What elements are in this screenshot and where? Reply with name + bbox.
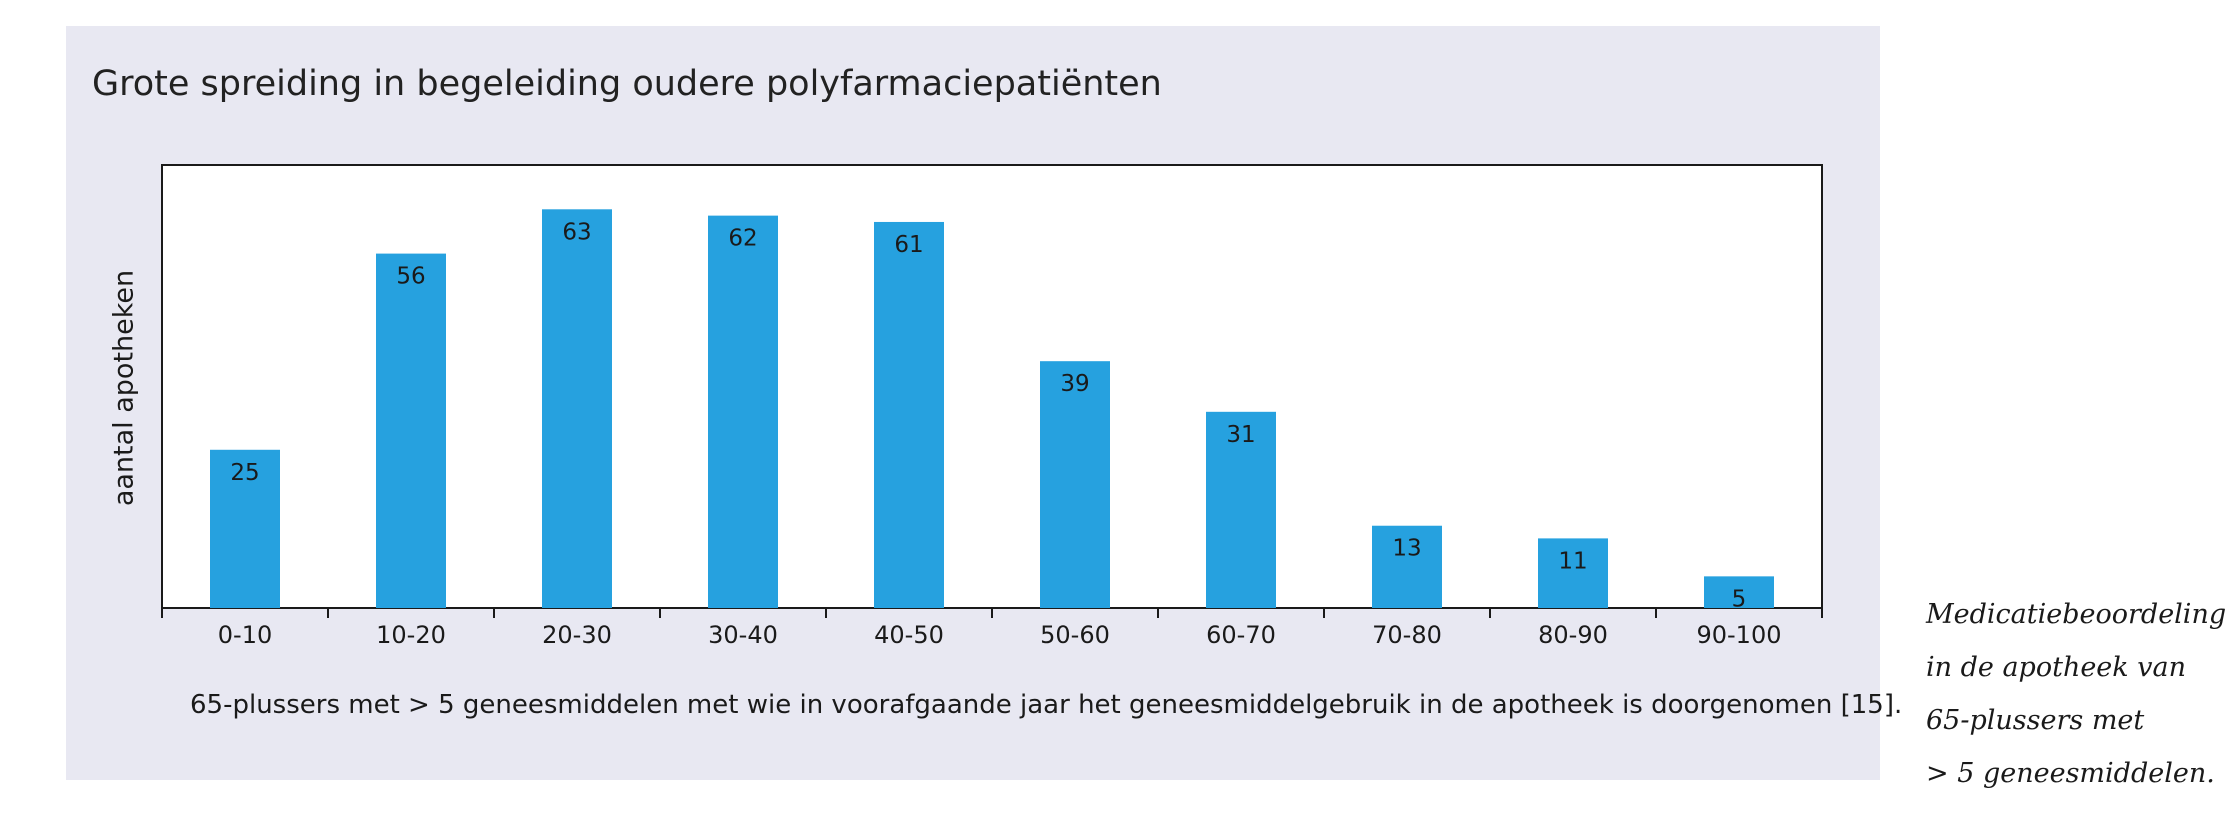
x-tick-label: 90-100	[1696, 621, 1781, 649]
x-tick-label: 10-20	[376, 621, 446, 649]
bar-50-60	[1040, 361, 1110, 608]
bar-30-40	[708, 215, 778, 608]
ticks-group	[161, 608, 1823, 618]
bar-value-label: 61	[894, 232, 923, 258]
bar-value-label: 63	[562, 219, 591, 245]
x-tick-label: 30-40	[708, 621, 778, 649]
x-tick-label: 40-50	[874, 621, 944, 649]
bar-value-label: 13	[1392, 536, 1421, 562]
bars-group	[210, 209, 1774, 609]
bar-value-label: 25	[230, 460, 259, 486]
caption-line-2: in de apotheek van	[1926, 652, 2186, 683]
bar-0-10	[210, 449, 280, 608]
x-tick-label: 20-30	[542, 621, 612, 649]
bar-80-90	[1538, 538, 1608, 608]
caption-line-3: 65-plussers met	[1926, 705, 2145, 736]
bar-value-label: 39	[1060, 371, 1089, 397]
bar-value-label: 31	[1226, 422, 1255, 448]
bar-value-label: 56	[396, 264, 425, 290]
x-tick-label: 60-70	[1206, 621, 1276, 649]
bar-10-20	[376, 253, 446, 608]
bar-value-label: 62	[728, 226, 757, 252]
x-tick-label: 70-80	[1372, 621, 1442, 649]
bar-labels-group: 25 56 63 62 61 39 31 13 11 5	[230, 219, 1746, 612]
side-caption: Medicatiebeoordeling in de apotheek van …	[1926, 588, 2226, 800]
bar-70-80	[1372, 525, 1442, 608]
bar-value-label: 5	[1732, 586, 1747, 612]
tick-labels-group: 0-10 10-20 20-30 30-40 40-50 50-60 60-70 70-80 8…	[218, 621, 1782, 649]
x-tick-label: 80-90	[1538, 621, 1608, 649]
bar-20-30	[542, 209, 612, 609]
x-axis-label: 65-plussers met > 5 geneesmiddelen met w…	[190, 690, 1903, 720]
bar-value-label: 11	[1558, 548, 1587, 574]
x-tick-label: 50-60	[1040, 621, 1110, 649]
x-tick-label: 0-10	[218, 621, 272, 649]
bar-60-70	[1206, 411, 1276, 608]
caption-line-1: Medicatiebeoordeling	[1926, 599, 2226, 630]
bar-40-50	[874, 221, 944, 608]
chart-title: Grote spreiding in begeleiding oudere po…	[92, 64, 1162, 104]
caption-line-4: > 5 geneesmiddelen.	[1926, 758, 2215, 789]
bar-90-100	[1704, 576, 1774, 608]
